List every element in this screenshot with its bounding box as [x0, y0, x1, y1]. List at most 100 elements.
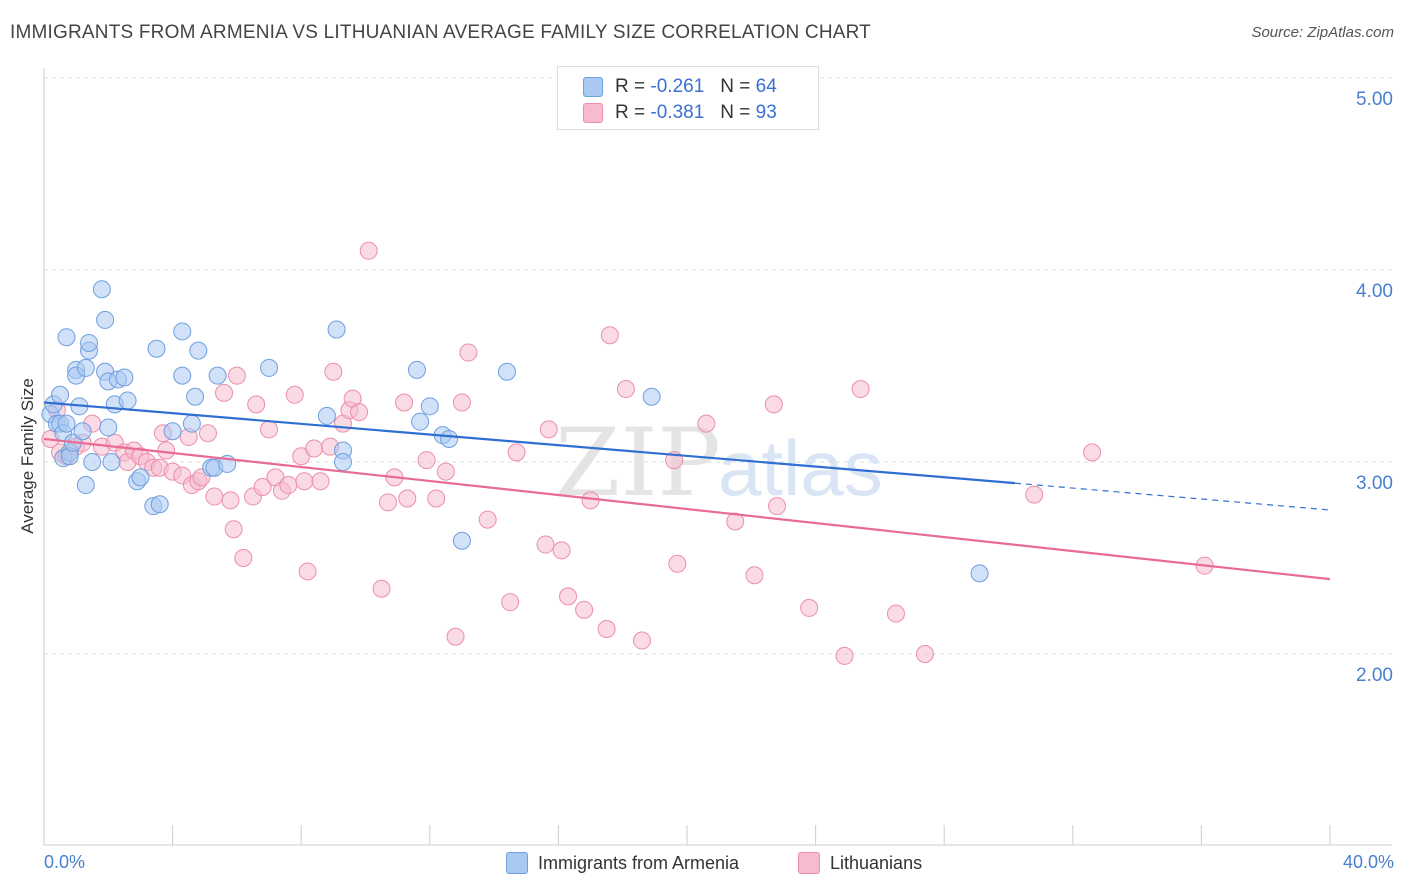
armenia-point [80, 333, 99, 352]
legend-r-value: -0.381 [650, 102, 705, 123]
armenia-point [83, 453, 102, 471]
armenia-point [327, 320, 346, 339]
lithuanians-point [1025, 485, 1044, 504]
lithuanians-points [41, 241, 1214, 665]
lithuanians-point [324, 362, 343, 381]
armenia-point [76, 358, 95, 377]
stats-legend: R = -0.261 N = 64 R = -0.381 N = 93 [557, 66, 819, 130]
axes [43, 68, 1392, 846]
lithuanians-point [886, 604, 905, 623]
y-tick-labels: 2.00 3.00 4.00 5.00 [1356, 89, 1393, 686]
lithuanians-point [507, 443, 526, 462]
lithuanians-point [800, 598, 819, 617]
lithuanians-point [446, 627, 465, 646]
armenia-point [163, 422, 182, 441]
lithuanians-point [205, 487, 224, 506]
lithuanians-point [436, 462, 455, 481]
lithuanians-point [350, 403, 369, 422]
lithuanians-point [234, 549, 253, 567]
lithuanians-legend-swatch [798, 852, 820, 874]
lithuanians-point [198, 424, 217, 443]
lithuanians-point [224, 520, 243, 539]
lithuanians-point [311, 472, 330, 491]
chart-title: IMMIGRANTS FROM ARMENIA VS LITHUANIAN AV… [10, 22, 871, 43]
lithuanians-point [247, 395, 266, 414]
lithuanians-point [835, 646, 854, 665]
lithuanians-point [552, 541, 571, 560]
armenia-point [333, 453, 352, 471]
lithuanians-point [157, 441, 176, 460]
armenia-point [452, 531, 471, 550]
armenia-trend-extension [1014, 482, 1331, 511]
armenia-point [131, 468, 150, 487]
armenia-point [147, 339, 166, 358]
armenia-point [970, 564, 989, 583]
lithuanians-point [372, 579, 391, 598]
lithuanians-point [452, 393, 471, 412]
lithuanians-point [295, 472, 314, 491]
y-tick-label: 2.00 [1356, 665, 1393, 686]
y-tick-label: 5.00 [1356, 89, 1393, 110]
armenia-point [189, 341, 208, 360]
lithuanians-point [745, 566, 764, 585]
legend-r-value: -0.261 [650, 76, 705, 97]
armenia-point [642, 387, 661, 406]
lithuanians-point [539, 420, 558, 439]
armenia-point [208, 366, 227, 385]
lithuanians-point [285, 385, 304, 404]
lithuanians-point [501, 593, 520, 612]
y-tick-label: 3.00 [1356, 473, 1393, 494]
legend-n-label: N = [720, 76, 751, 97]
armenia-trend-line [43, 401, 1016, 485]
legend-n-value: 64 [755, 76, 777, 97]
lithuanians-point [221, 491, 240, 510]
lithuanians-point [597, 620, 616, 639]
armenia-point [96, 310, 115, 329]
lithuanians-point [260, 420, 279, 439]
armenia-point [51, 385, 70, 404]
legend-row-lithuanians: R = -0.381 N = 93 [583, 101, 777, 125]
lithuanians-point [697, 414, 716, 433]
legend-n-value: 93 [755, 102, 777, 123]
armenia-point [76, 476, 95, 495]
watermark-atlas: atlas [718, 424, 883, 512]
lithuanians-swatch [583, 103, 603, 123]
armenia-point [57, 328, 76, 347]
lithuanians-point [581, 491, 600, 510]
armenia-point [407, 360, 426, 379]
lithuanians-point [359, 241, 378, 260]
armenia-point [150, 495, 169, 514]
armenia-point [497, 362, 516, 381]
armenia-point [102, 453, 121, 471]
armenia-legend-swatch [506, 852, 528, 874]
lithuanians-point [478, 510, 497, 529]
grid-lines [44, 77, 1392, 655]
lithuanians-point [398, 489, 417, 508]
armenia-point [317, 406, 336, 425]
lithuanians-point [616, 380, 635, 399]
lithuanians-point [768, 497, 787, 516]
armenia-points [41, 280, 989, 583]
lithuanians-point [668, 554, 687, 573]
armenia-point [173, 366, 192, 385]
lithuanians-point [253, 477, 272, 496]
lithuanians-point [395, 393, 414, 412]
legend-n-label: N = [720, 102, 751, 123]
legend-row-armenia: R = -0.261 N = 64 [583, 75, 777, 99]
lithuanians-point [227, 366, 246, 385]
armenia-point [420, 397, 439, 416]
legend-item-lithuanians[interactable]: Lithuanians [798, 852, 922, 874]
lithuanians-point [1083, 443, 1102, 462]
armenia-point [260, 358, 279, 377]
lithuanians-point [459, 343, 478, 362]
x-tick-label-max: 40.0% [1342, 852, 1394, 872]
legend-item-label: Immigrants from Armenia [538, 852, 740, 873]
armenia-swatch [583, 77, 603, 97]
armenia-point [173, 322, 192, 341]
legend-item-armenia[interactable]: Immigrants from Armenia [506, 852, 739, 874]
armenia-point [115, 368, 134, 387]
armenia-point [182, 414, 201, 433]
lithuanians-point [298, 562, 317, 581]
watermark-zip: ZIP [555, 409, 721, 518]
